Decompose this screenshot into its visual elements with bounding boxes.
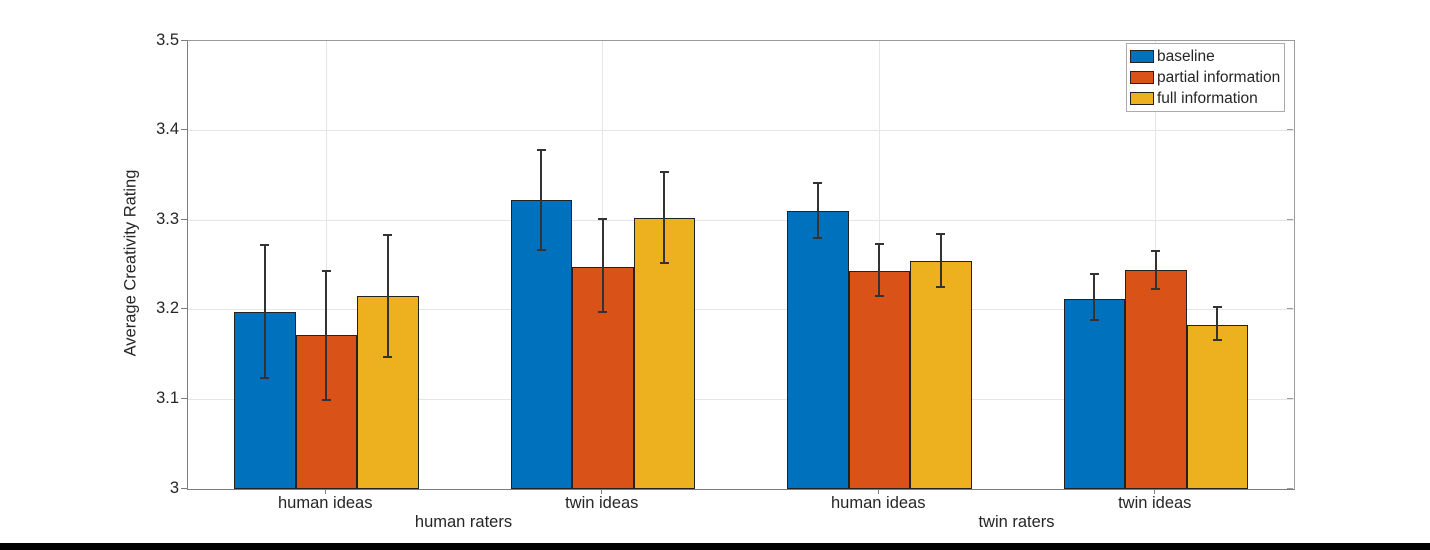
x-tick-mark-group1 (324, 489, 326, 494)
y-tick-label: 3.3 (156, 209, 179, 228)
x-super-label-human-raters: human raters (414, 513, 513, 531)
bar-partial-information-g4 (1125, 270, 1187, 489)
gridline-y-3.3 (188, 219, 1294, 221)
errorbar-full-information-g2 (663, 171, 666, 264)
legend-label-baseline: baseline (1157, 47, 1215, 65)
y-tick-mark-3.3 (181, 218, 187, 220)
errorbar-cap-top-baseline-g4 (1089, 272, 1099, 275)
bar-baseline-g3 (787, 211, 849, 489)
y-tick-mark-right-3.3 (1287, 218, 1293, 220)
errorbar-cap-top-baseline-g1 (260, 244, 270, 247)
errorbar-cap-top-full-information-g1 (383, 234, 393, 237)
y-tick-mark-3.2 (181, 308, 187, 310)
x-tick-label-group3: human ideas (831, 494, 926, 512)
x-tick-mark-group4 (1154, 489, 1156, 494)
errorbar-cap-top-full-information-g2 (659, 170, 669, 173)
errorbar-cap-top-partial-information-g2 (598, 218, 608, 221)
errorbar-full-information-g4 (1216, 307, 1219, 341)
errorbar-full-information-g3 (939, 233, 942, 287)
x-tick-label-group1: human ideas (278, 494, 373, 512)
y-tick-mark-3.4 (181, 129, 187, 131)
legend-swatch-full-information (1130, 92, 1154, 105)
errorbar-cap-top-full-information-g4 (1212, 306, 1222, 309)
errorbar-baseline-g4 (1093, 273, 1096, 320)
legend-label-full-information: full information (1157, 89, 1258, 107)
errorbar-cap-bottom-baseline-g1 (260, 376, 270, 379)
legend: baseline partial information full informat… (1126, 43, 1286, 112)
y-tick-mark-right-3.1 (1287, 397, 1293, 399)
errorbar-cap-top-full-information-g3 (936, 232, 946, 235)
errorbar-cap-top-partial-information-g4 (1151, 249, 1161, 252)
legend-item-baseline: baseline (1130, 46, 1280, 67)
legend-swatch-baseline (1130, 50, 1154, 63)
plot-area (187, 40, 1295, 490)
y-tick-mark-right-3.5 (1287, 39, 1293, 41)
errorbar-cap-bottom-baseline-g3 (813, 237, 823, 240)
errorbar-baseline-g2 (540, 150, 543, 250)
y-tick-label: 3.1 (156, 388, 179, 407)
y-tick-mark-3.1 (181, 397, 187, 399)
errorbar-cap-top-baseline-g2 (536, 149, 546, 152)
errorbar-cap-bottom-partial-information-g3 (874, 295, 884, 298)
bar-full-information-g3 (910, 260, 972, 489)
y-tick-label: 3.4 (156, 120, 179, 139)
errorbar-cap-bottom-partial-information-g2 (598, 311, 608, 314)
errorbar-partial-information-g4 (1154, 250, 1157, 290)
gridline-y-3.1 (188, 398, 1294, 400)
legend-label-partial-information: partial information (1157, 68, 1281, 86)
x-tick-label-group2: twin ideas (565, 494, 639, 512)
y-tick-mark-right-3 (1287, 487, 1293, 489)
errorbar-full-information-g1 (386, 235, 389, 358)
errorbar-cap-bottom-baseline-g2 (536, 248, 546, 251)
errorbar-cap-top-partial-information-g1 (321, 270, 331, 273)
bar-baseline-g4 (1063, 299, 1125, 489)
y-tick-label: 3.5 (156, 30, 179, 49)
legend-swatch-partial-information (1130, 71, 1154, 84)
y-tick-mark-right-3.2 (1287, 308, 1293, 310)
x-tick-mark-group3 (877, 489, 879, 494)
y-tick-label: 3 (169, 478, 179, 497)
errorbar-partial-information-g1 (325, 271, 328, 401)
errorbar-cap-bottom-full-information-g2 (659, 262, 669, 265)
errorbar-partial-information-g3 (878, 244, 881, 297)
x-tick-label-group4: twin ideas (1118, 494, 1192, 512)
errorbar-cap-top-baseline-g3 (813, 182, 823, 185)
legend-item-full-information: full information (1130, 88, 1280, 109)
x-super-label-twin-raters: twin raters (978, 513, 1055, 531)
bottom-border-bar (0, 543, 1430, 550)
errorbar-cap-top-partial-information-g3 (874, 243, 884, 246)
y-tick-mark-right-3.4 (1287, 129, 1293, 131)
gridline-y-3.4 (188, 130, 1294, 132)
bar-partial-information-g3 (848, 271, 910, 489)
x-tick-mark-group2 (601, 489, 603, 494)
y-tick-mark-3.5 (181, 39, 187, 41)
gridline-x-group1 (325, 41, 327, 489)
bar-full-information-g4 (1186, 325, 1248, 489)
y-axis-title: Average Creativity Rating (121, 169, 140, 357)
errorbar-baseline-g3 (816, 183, 819, 239)
errorbar-cap-bottom-partial-information-g4 (1151, 288, 1161, 291)
errorbar-cap-bottom-partial-information-g1 (321, 399, 331, 402)
errorbar-baseline-g1 (263, 245, 266, 378)
errorbar-cap-bottom-full-information-g1 (383, 356, 393, 359)
errorbar-cap-bottom-full-information-g4 (1212, 339, 1222, 342)
gridline-y-3.2 (188, 309, 1294, 311)
y-tick-label: 3.2 (156, 299, 179, 318)
errorbar-partial-information-g2 (601, 219, 604, 313)
errorbar-cap-bottom-full-information-g3 (936, 285, 946, 288)
legend-item-partial-information: partial information (1130, 67, 1280, 88)
y-tick-mark-3 (181, 487, 187, 489)
errorbar-cap-bottom-baseline-g4 (1089, 318, 1099, 321)
